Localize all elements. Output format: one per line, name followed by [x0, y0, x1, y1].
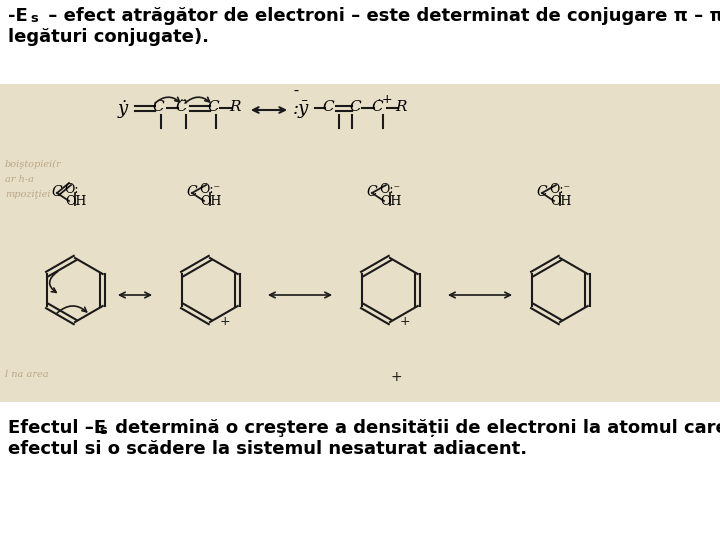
Text: +: + — [400, 315, 410, 328]
Text: O:⁻: O:⁻ — [549, 183, 570, 196]
Text: boiştopiei(r: boiştopiei(r — [5, 160, 62, 169]
Text: +: + — [220, 315, 230, 328]
Text: determină o creştere a densității de electroni la atomul care provoacă: determină o creştere a densității de ele… — [109, 419, 720, 437]
Text: C: C — [152, 100, 163, 114]
Text: C: C — [536, 185, 546, 199]
Text: ẏ: ẏ — [118, 100, 128, 118]
Text: :ȳ: :ȳ — [293, 100, 310, 118]
Text: Efectul –E: Efectul –E — [8, 419, 106, 437]
Text: l na area: l na area — [5, 370, 49, 379]
Text: C: C — [349, 100, 361, 114]
Text: C: C — [322, 100, 333, 114]
Text: C: C — [207, 100, 219, 114]
Text: C̈: C̈ — [175, 100, 186, 114]
Text: – efect atrăgător de electroni – este determinat de conjugare π – π (duble: – efect atrăgător de electroni – este de… — [42, 7, 720, 25]
Text: R: R — [395, 100, 407, 114]
Text: +: + — [382, 93, 392, 106]
Bar — [0, 84, 720, 402]
Text: OH: OH — [380, 195, 401, 208]
Text: C: C — [366, 185, 377, 199]
Text: ¯: ¯ — [293, 91, 300, 105]
Text: mpoziţiei: mpoziţiei — [5, 190, 50, 199]
Text: R: R — [229, 100, 240, 114]
Text: C: C — [51, 185, 62, 199]
Text: legături conjugate).: legături conjugate). — [8, 28, 209, 46]
Text: +: + — [390, 370, 402, 384]
Text: s: s — [30, 12, 37, 25]
Text: s: s — [99, 424, 107, 437]
Text: ar h-a: ar h-a — [5, 175, 34, 184]
Text: OH: OH — [550, 195, 572, 208]
Text: -E: -E — [8, 7, 28, 25]
Text: OH: OH — [200, 195, 221, 208]
Text: O:⁻: O:⁻ — [379, 183, 400, 196]
Text: OH: OH — [65, 195, 86, 208]
Text: Ċ: Ċ — [371, 100, 382, 114]
Text: efectul si o scădere la sistemul nesaturat adiacent.: efectul si o scădere la sistemul nesatur… — [8, 440, 527, 458]
Text: C: C — [186, 185, 197, 199]
Text: O:⁻: O:⁻ — [199, 183, 220, 196]
Text: O:: O: — [64, 183, 78, 196]
